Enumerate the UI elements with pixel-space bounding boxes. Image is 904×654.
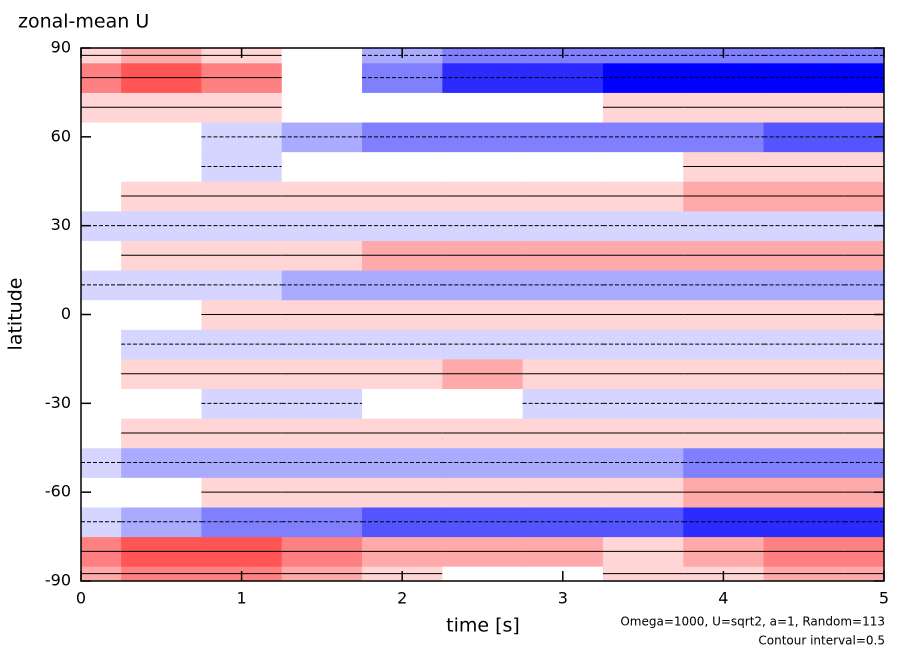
field-cell <box>121 388 202 419</box>
field-cell <box>81 418 122 449</box>
field-cell <box>121 299 202 330</box>
field-cell <box>362 388 443 419</box>
y-tick-label: 90 <box>51 38 71 57</box>
field-cell <box>81 358 122 390</box>
y-tick-label: 60 <box>51 126 71 145</box>
y-tick-label: -30 <box>45 393 71 412</box>
field-cell <box>281 48 363 64</box>
field-cell <box>281 62 363 93</box>
y-axis-label: latitude <box>5 278 27 351</box>
annotation: Contour interval=0.5 <box>758 634 885 648</box>
field-cell <box>602 48 684 64</box>
field-cell <box>442 566 524 582</box>
x-tick-label: 3 <box>558 589 568 608</box>
field-cell <box>522 92 604 123</box>
field-cell <box>362 151 443 182</box>
x-axis-label: time [s] <box>446 615 520 637</box>
field-cell <box>121 151 202 182</box>
field-cell <box>442 388 524 419</box>
field-cell <box>362 92 443 123</box>
field-cell <box>121 122 202 153</box>
field-cell <box>281 151 363 182</box>
x-tick-label: 5 <box>879 589 889 608</box>
axes: 0 1 2 3 4 5 -90 -60 -30 0 30 60 90 <box>45 38 889 608</box>
field-cell <box>763 48 845 64</box>
field-cell <box>81 329 122 360</box>
field-cell <box>81 151 122 182</box>
y-tick-label: 30 <box>51 215 71 234</box>
x-tick-label: 4 <box>718 589 728 608</box>
x-tick-label: 0 <box>76 589 86 608</box>
field-cell <box>602 151 684 182</box>
field-cell <box>442 48 524 64</box>
field-cell <box>442 92 524 123</box>
y-tick-label: -90 <box>45 571 71 590</box>
field-cell <box>81 240 122 271</box>
field <box>81 48 885 582</box>
field-cell <box>281 92 363 123</box>
field-cell <box>81 181 122 212</box>
field-cell <box>442 151 524 182</box>
field-cell <box>522 151 604 182</box>
x-tick-label: 1 <box>237 589 247 608</box>
chart-title: zonal-mean U <box>18 11 149 33</box>
x-tick-label: 2 <box>397 589 407 608</box>
y-tick-label: -60 <box>45 482 71 501</box>
annotation: Omega=1000, U=sqrt2, a=1, Random=113 <box>620 615 885 629</box>
y-tick-label: 0 <box>61 304 71 323</box>
field-cell <box>121 477 202 508</box>
